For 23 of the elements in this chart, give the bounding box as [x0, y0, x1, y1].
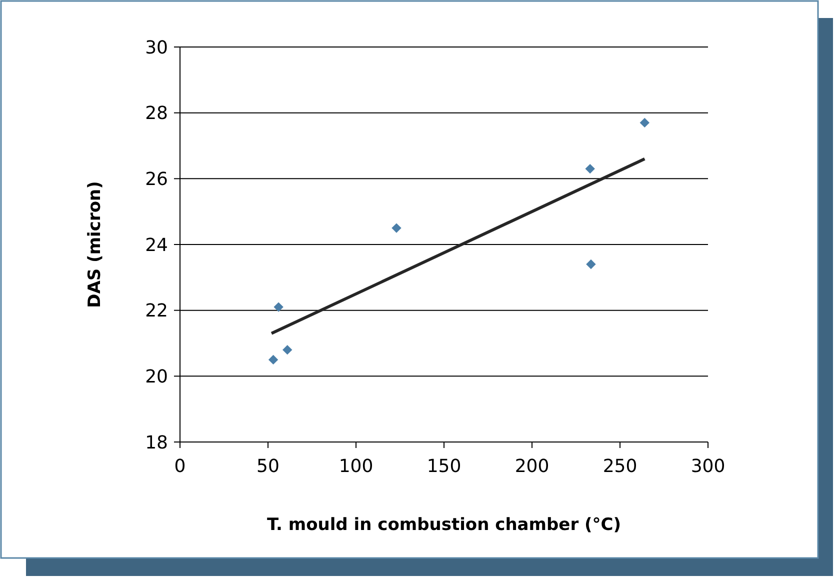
x-tick-label: 200 — [514, 456, 550, 477]
point — [392, 223, 402, 233]
y-tick-label: 26 — [145, 168, 168, 190]
x-tick-label: 50 — [256, 456, 280, 477]
y-tick-label: 18 — [145, 432, 168, 454]
point — [282, 344, 292, 355]
x-tick-label: 100 — [338, 456, 374, 477]
point — [585, 164, 595, 174]
point — [640, 118, 650, 128]
y-tick-label: 28 — [145, 103, 168, 124]
y-tick-label: 22 — [145, 300, 168, 322]
x-axis-title: T. mould in combustion chamber (°C) — [266, 515, 622, 535]
point — [586, 259, 596, 270]
y-tick-label: 20 — [145, 366, 168, 388]
x-tick-label: 250 — [602, 456, 638, 477]
x-tick-label: 0 — [174, 456, 186, 477]
x-tick-label: 150 — [426, 456, 462, 477]
y-tick-label: 30 — [145, 37, 168, 58]
x-tick-label: 300 — [690, 456, 726, 477]
point — [274, 302, 284, 312]
y-axis-title: DAS (micron) — [85, 181, 105, 308]
point — [268, 354, 278, 365]
y-tick-label: 24 — [145, 234, 168, 256]
